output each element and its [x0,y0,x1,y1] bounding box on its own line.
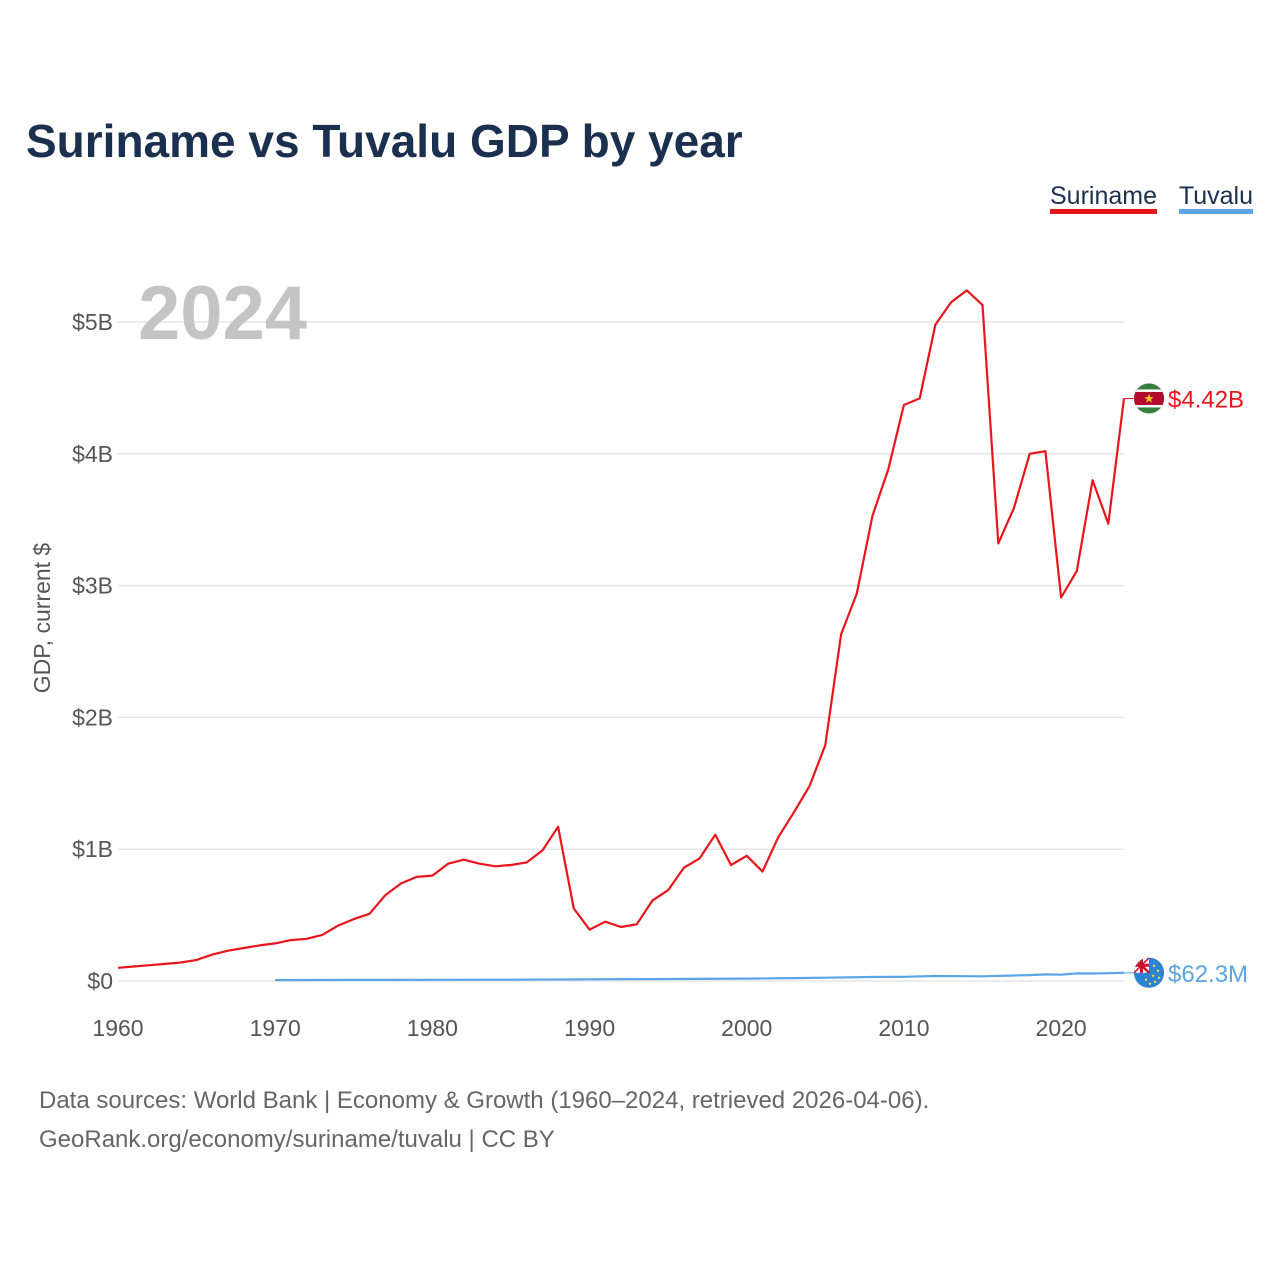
series-line-suriname [117,289,1126,969]
tuvalu-flag-icon [1133,957,1165,989]
x-tick-label: 2020 [1036,1015,1087,1041]
end-label-suriname: $4.42B [1168,386,1244,413]
y-tick-label: $0 [87,968,113,994]
series [117,289,1126,982]
legend-tuvalu[interactable]: Tuvalu [1179,182,1253,210]
grid [118,321,1124,982]
y-tick-label: $5B [72,309,113,335]
x-tick-label: 1970 [250,1015,301,1041]
y-tick-label: $1B [72,836,113,862]
y-tick-label: $3B [72,573,113,599]
x-tick-label: 1960 [92,1015,143,1041]
source-line-2[interactable]: GeoRank.org/economy/suriname/tuvalu | CC… [39,1126,555,1153]
y-tick-label: $4B [72,441,113,467]
x-tick-label: 2010 [878,1015,929,1041]
source-line-1: Data sources: World Bank | Economy & Gro… [39,1087,929,1114]
legend-suriname[interactable]: Suriname [1050,182,1157,210]
x-tick-label: 1980 [407,1015,458,1041]
y-axis: $0 $1B $2B $3B $4B $5B [72,309,113,994]
suriname-flag-icon [1133,382,1165,414]
x-tick-label: 1990 [564,1015,615,1041]
legend-suriname-swatch [1050,209,1157,214]
x-axis: 1960 1970 1980 1990 2000 2010 2020 [92,1015,1086,1041]
y-tick-label: $2B [72,704,113,730]
end-label-tuvalu: $62.3M [1168,961,1248,988]
chart-title: Suriname vs Tuvalu GDP by year [26,115,743,167]
legend: Suriname Tuvalu [1050,182,1253,214]
x-tick-label: 2000 [721,1015,772,1041]
end-labels: $4.42B $62.3M [1124,382,1248,989]
highlight-year: 2024 [138,271,307,356]
series-line-tuvalu [275,971,1125,982]
legend-tuvalu-swatch [1179,209,1253,214]
y-axis-label: GDP, current $ [29,543,55,694]
